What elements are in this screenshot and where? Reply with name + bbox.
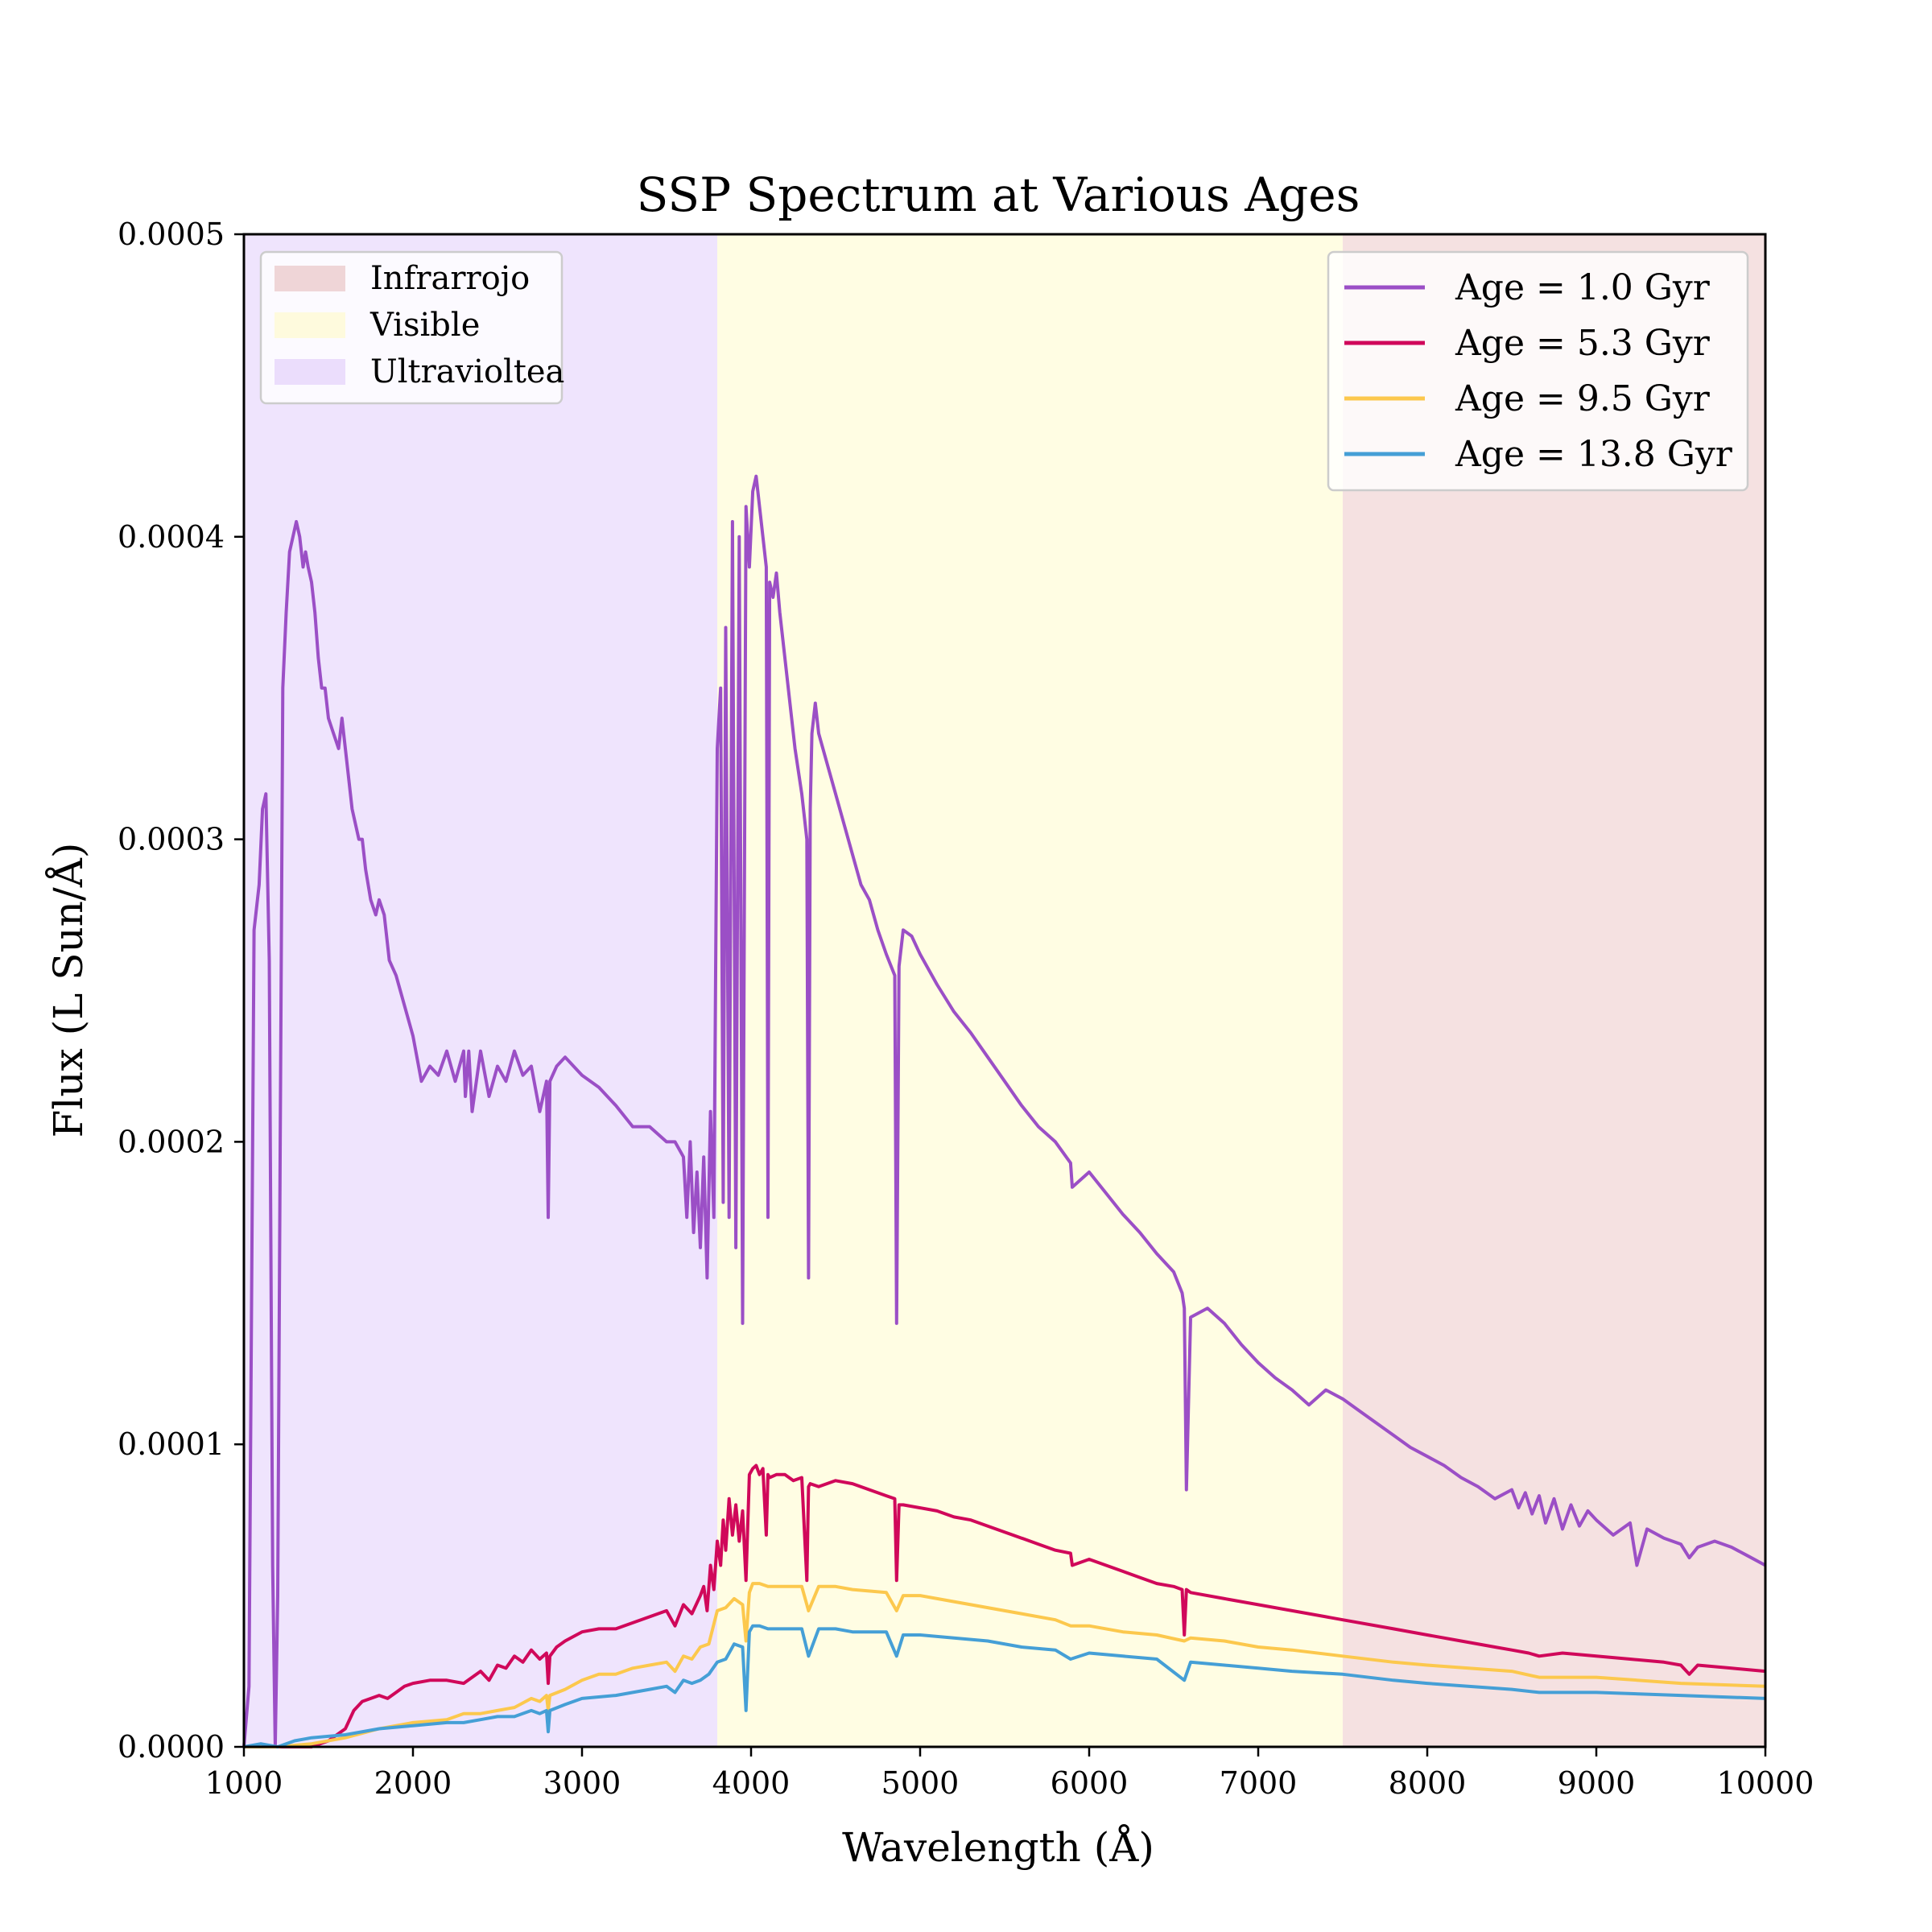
band-legend-swatch: [275, 266, 345, 291]
x-tick-label: 1000: [205, 1765, 283, 1801]
band-visible: [717, 234, 1343, 1747]
x-tick-label: 2000: [374, 1765, 452, 1801]
band-legend-swatch: [275, 359, 345, 385]
series-line-3: [244, 1582, 1766, 1748]
series-legend-label: Age = 5.3 Gyr: [1455, 323, 1711, 364]
y-tick-label: 0.0000: [118, 1729, 225, 1765]
y-tick-label: 0.0001: [118, 1426, 225, 1462]
band-legend-swatch: [275, 312, 345, 338]
band-legend-label: Ultravioltea: [370, 353, 564, 390]
y-axis-label: Flux (L Sun/Å): [44, 843, 92, 1138]
y-tick-label: 0.0005: [118, 217, 225, 252]
x-tick-label: 9000: [1558, 1765, 1636, 1801]
chart-title: SSP Spectrum at Various Ages: [637, 167, 1360, 222]
x-axis-label: Wavelength (Å): [842, 1823, 1154, 1871]
y-axis-ticks: 0.0000 0.0001 0.0002 0.0003 0.0004 0.0005: [118, 217, 244, 1765]
series-line-2: [244, 1463, 1766, 1748]
x-tick-label: 10000: [1717, 1765, 1814, 1801]
x-tick-label: 4000: [712, 1765, 791, 1801]
series-lines: [242, 474, 1766, 1748]
series-legend-box: [1327, 250, 1749, 492]
x-axis-ticks: 1000 2000 3000 4000 5000 6000 7000 8000 9000 1000…: [205, 1747, 1814, 1801]
y-tick-label: 0.0003: [118, 822, 225, 857]
band-legend: Infrarrojo Visible Ultravioltea: [259, 250, 564, 405]
x-tick-label: 3000: [543, 1765, 621, 1801]
y-tick-label: 0.0002: [118, 1124, 225, 1159]
series-line-1: [242, 474, 1766, 1748]
x-tick-label: 5000: [881, 1765, 960, 1801]
band-legend-label: Visible: [369, 307, 480, 344]
x-tick-label: 7000: [1220, 1765, 1298, 1801]
band-legend-label: Infrarrojo: [370, 260, 530, 297]
series-legend-label: Age = 1.0 Gyr: [1455, 267, 1711, 308]
series-line-4: [243, 1624, 1766, 1748]
series-legend-label: Age = 9.5 Gyr: [1455, 378, 1711, 419]
x-tick-label: 6000: [1051, 1765, 1129, 1801]
plot-frame: [242, 233, 1767, 1748]
y-tick-label: 0.0004: [118, 519, 225, 555]
series-legend: Age = 1.0 Gyr Age = 5.3 Gyr Age = 9.5 Gyr A…: [1327, 250, 1749, 492]
x-tick-label: 8000: [1389, 1765, 1467, 1801]
series-legend-label: Age = 13.8 Gyr: [1455, 434, 1733, 475]
band-ultravioltea: [244, 234, 717, 1747]
